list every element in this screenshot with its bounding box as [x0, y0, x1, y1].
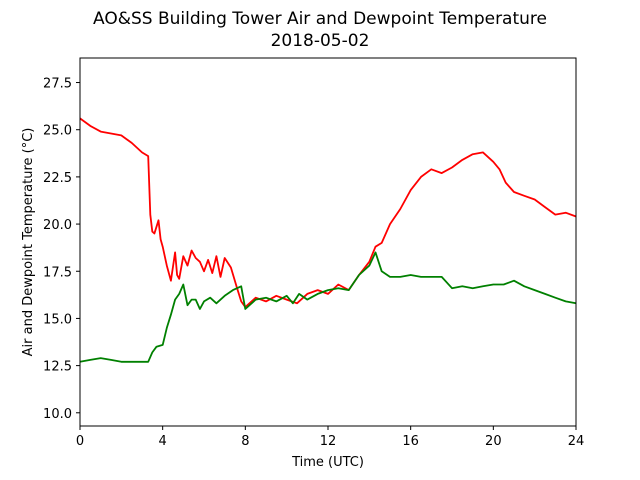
y-tick-label: 20.0: [43, 218, 72, 233]
y-tick-label: 15.0: [43, 312, 72, 327]
x-axis-label: Time (UTC): [291, 455, 364, 470]
y-tick-label: 17.5: [43, 265, 72, 280]
y-axis-label: Air and Dewpoint Temperature (°C): [21, 128, 36, 357]
x-tick-label: 12: [320, 434, 337, 449]
y-tick-label: 12.5: [43, 360, 72, 375]
y-tick-label: 25.0: [43, 124, 72, 139]
chart-subtitle: 2018-05-02: [271, 31, 370, 51]
chart-title: AO&SS Building Tower Air and Dewpoint Te…: [93, 9, 547, 29]
x-tick-label: 0: [76, 434, 84, 449]
x-tick-label: 8: [241, 434, 249, 449]
x-tick-label: 4: [159, 434, 167, 449]
x-tick-label: 16: [402, 434, 419, 449]
tick-layer: 0 4 8 12 16 20 24 10.0 12.5 15.0 17.5 20.0 22.5 25.0 2…: [43, 77, 584, 449]
y-tick-label: 27.5: [43, 77, 72, 92]
y-tick-label: 22.5: [43, 171, 72, 186]
series-layer: [79, 117, 577, 363]
series-line-1: [79, 251, 577, 363]
y-tick-label: 10.0: [43, 407, 72, 422]
series-line-0: [79, 117, 577, 309]
plot-frame: [79, 57, 577, 427]
x-tick-label: 24: [568, 434, 585, 449]
x-tick-label: 20: [485, 434, 502, 449]
